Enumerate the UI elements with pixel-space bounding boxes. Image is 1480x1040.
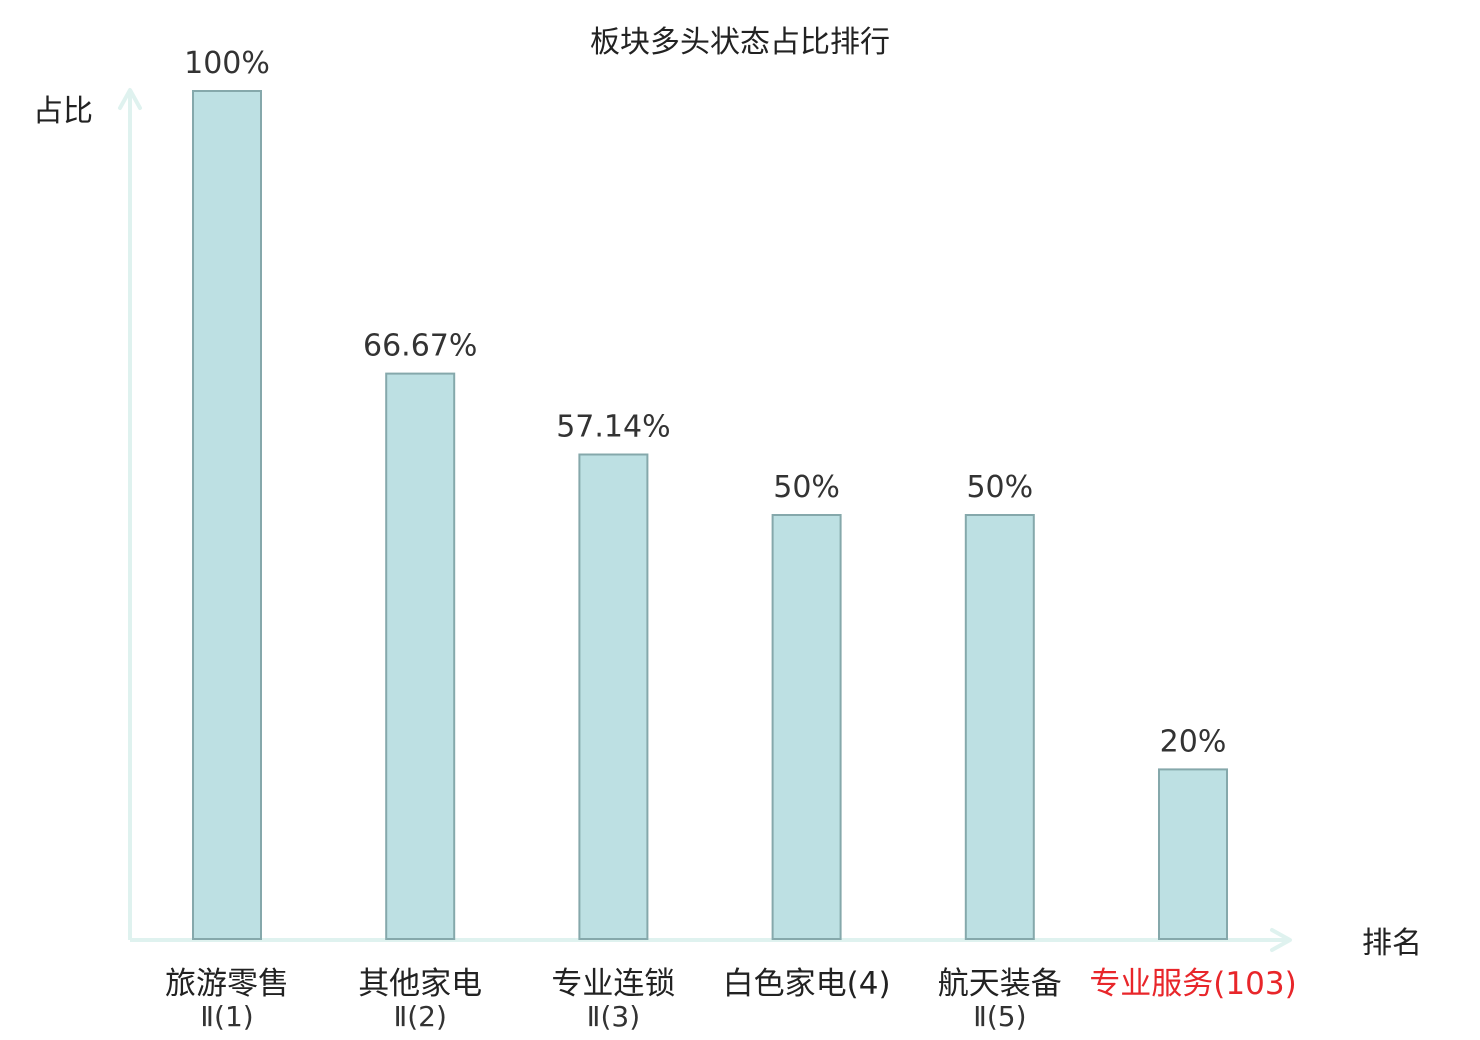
category-label: 旅游零售 [165, 966, 289, 1002]
value-label: 100% [184, 46, 270, 81]
value-label: 50% [773, 470, 840, 505]
bar [1158, 768, 1228, 941]
category-label-suffix: Ⅱ(3) [587, 1000, 640, 1033]
category-label: 航天装备 [938, 966, 1062, 1002]
x-axis-arrow [1270, 928, 1292, 952]
y-axis-arrow [118, 88, 142, 110]
value-labels-group: 100% 66.67% 57.14% 50% 50% 20% [184, 46, 1226, 759]
value-label: 66.67% [363, 329, 477, 364]
bar [578, 453, 649, 940]
bar [385, 372, 456, 941]
bars-group [192, 90, 1228, 941]
bar [771, 514, 842, 940]
y-axis: 占比 [33, 88, 142, 940]
category-label: 专业服务(103) [1089, 966, 1296, 1002]
x-axis-label: 排名 [1362, 926, 1422, 961]
value-label: 20% [1160, 724, 1227, 759]
category-label-suffix: Ⅱ(1) [200, 1000, 253, 1033]
category-label-suffix: Ⅱ(5) [973, 1000, 1026, 1033]
value-label: 50% [966, 470, 1033, 505]
bar [192, 90, 262, 940]
chart-title: 板块多头状态占比排行 [590, 25, 890, 60]
category-label: 白色家电(4) [723, 966, 891, 1002]
value-label: 57.14% [556, 410, 670, 445]
category-label: 其他家电 [358, 966, 482, 1002]
category-label-suffix: Ⅱ(2) [393, 1000, 446, 1033]
y-axis-label: 占比 [33, 94, 93, 129]
category-label: 专业连锁 [551, 966, 675, 1002]
bar [964, 514, 1035, 940]
x-axis: 排名 [130, 926, 1422, 961]
